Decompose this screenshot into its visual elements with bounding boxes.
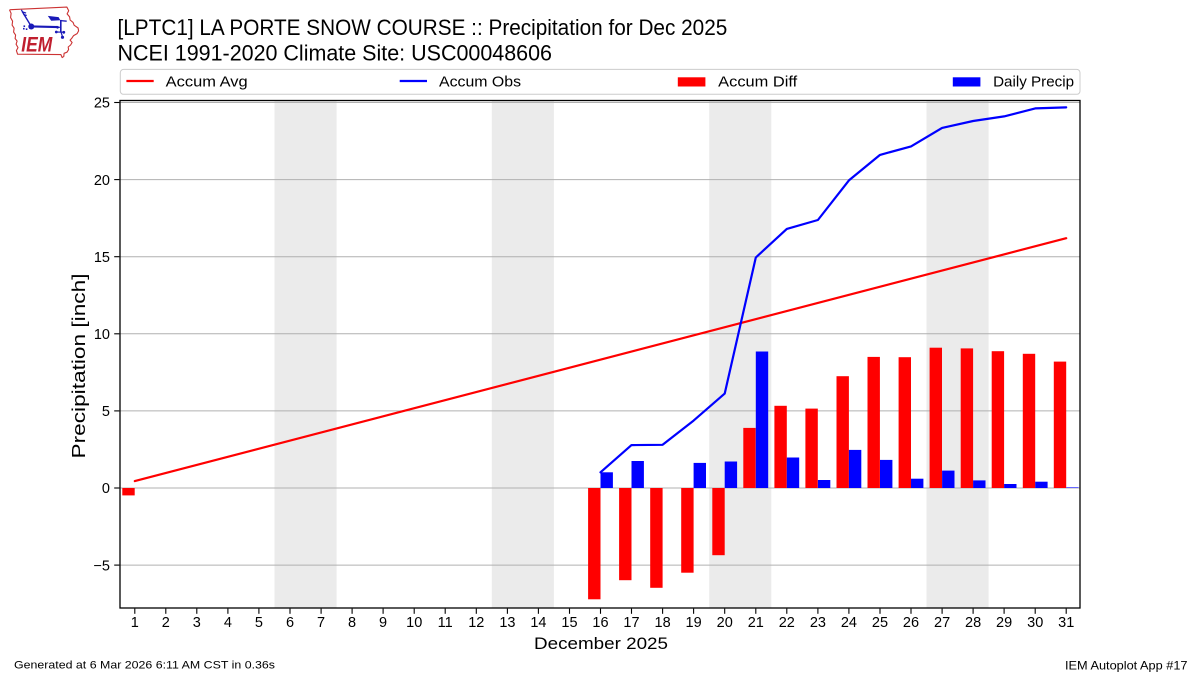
svg-text:11: 11 [438,615,453,631]
svg-text:5: 5 [102,404,110,420]
svg-text:Precipitation [inch]: Precipitation [inch] [69,274,89,459]
svg-text:20: 20 [717,615,733,631]
svg-text:Daily Precip: Daily Precip [993,75,1074,91]
svg-text:−5: −5 [93,558,110,574]
svg-text:14: 14 [530,615,546,631]
svg-text:0: 0 [102,481,110,497]
svg-text:8: 8 [348,615,356,631]
svg-text:9: 9 [379,615,387,631]
svg-text:6: 6 [286,615,294,631]
svg-text:NCEI 1991-2020 Climate Site: U: NCEI 1991-2020 Climate Site: USC00048606 [118,40,553,65]
svg-text:16: 16 [592,615,608,631]
svg-text:5: 5 [255,615,263,631]
svg-text:18: 18 [655,615,671,631]
svg-text:10: 10 [94,327,110,343]
svg-text:19: 19 [686,615,702,631]
svg-text:13: 13 [499,615,515,631]
svg-text:23: 23 [810,615,826,631]
svg-text:25: 25 [94,96,110,112]
svg-text:29: 29 [996,615,1012,631]
svg-text:27: 27 [934,615,950,631]
svg-text:7: 7 [317,615,325,631]
svg-text:17: 17 [623,615,639,631]
svg-text:25: 25 [872,615,888,631]
svg-text:10: 10 [406,615,422,631]
svg-text:IEM Autoplot App #17: IEM Autoplot App #17 [1065,659,1188,673]
svg-text:20: 20 [94,173,110,189]
svg-text:22: 22 [779,615,795,631]
svg-text:26: 26 [903,615,919,631]
svg-text:12: 12 [468,615,484,631]
svg-text:December 2025: December 2025 [534,635,668,653]
svg-text:24: 24 [841,615,857,631]
svg-text:IEM: IEM [21,32,53,56]
svg-text:1: 1 [131,615,139,631]
svg-text:21: 21 [748,615,764,631]
svg-text:3: 3 [193,615,201,631]
svg-text:15: 15 [561,615,577,631]
svg-text:31: 31 [1058,615,1074,631]
svg-text:28: 28 [965,615,981,631]
svg-text:Accum Diff: Accum Diff [718,75,798,91]
svg-text:Accum Avg: Accum Avg [166,75,248,91]
svg-text:30: 30 [1027,615,1043,631]
svg-text:[LPTC1] LA PORTE SNOW COURSE :: [LPTC1] LA PORTE SNOW COURSE :: Precipit… [118,15,728,40]
svg-text:Generated at 6 Mar 2026 6:11 A: Generated at 6 Mar 2026 6:11 AM CST in 0… [14,660,275,672]
svg-text:2: 2 [162,615,170,631]
svg-text:4: 4 [224,615,232,631]
svg-text:Accum Obs: Accum Obs [439,75,521,91]
svg-text:15: 15 [94,250,110,266]
